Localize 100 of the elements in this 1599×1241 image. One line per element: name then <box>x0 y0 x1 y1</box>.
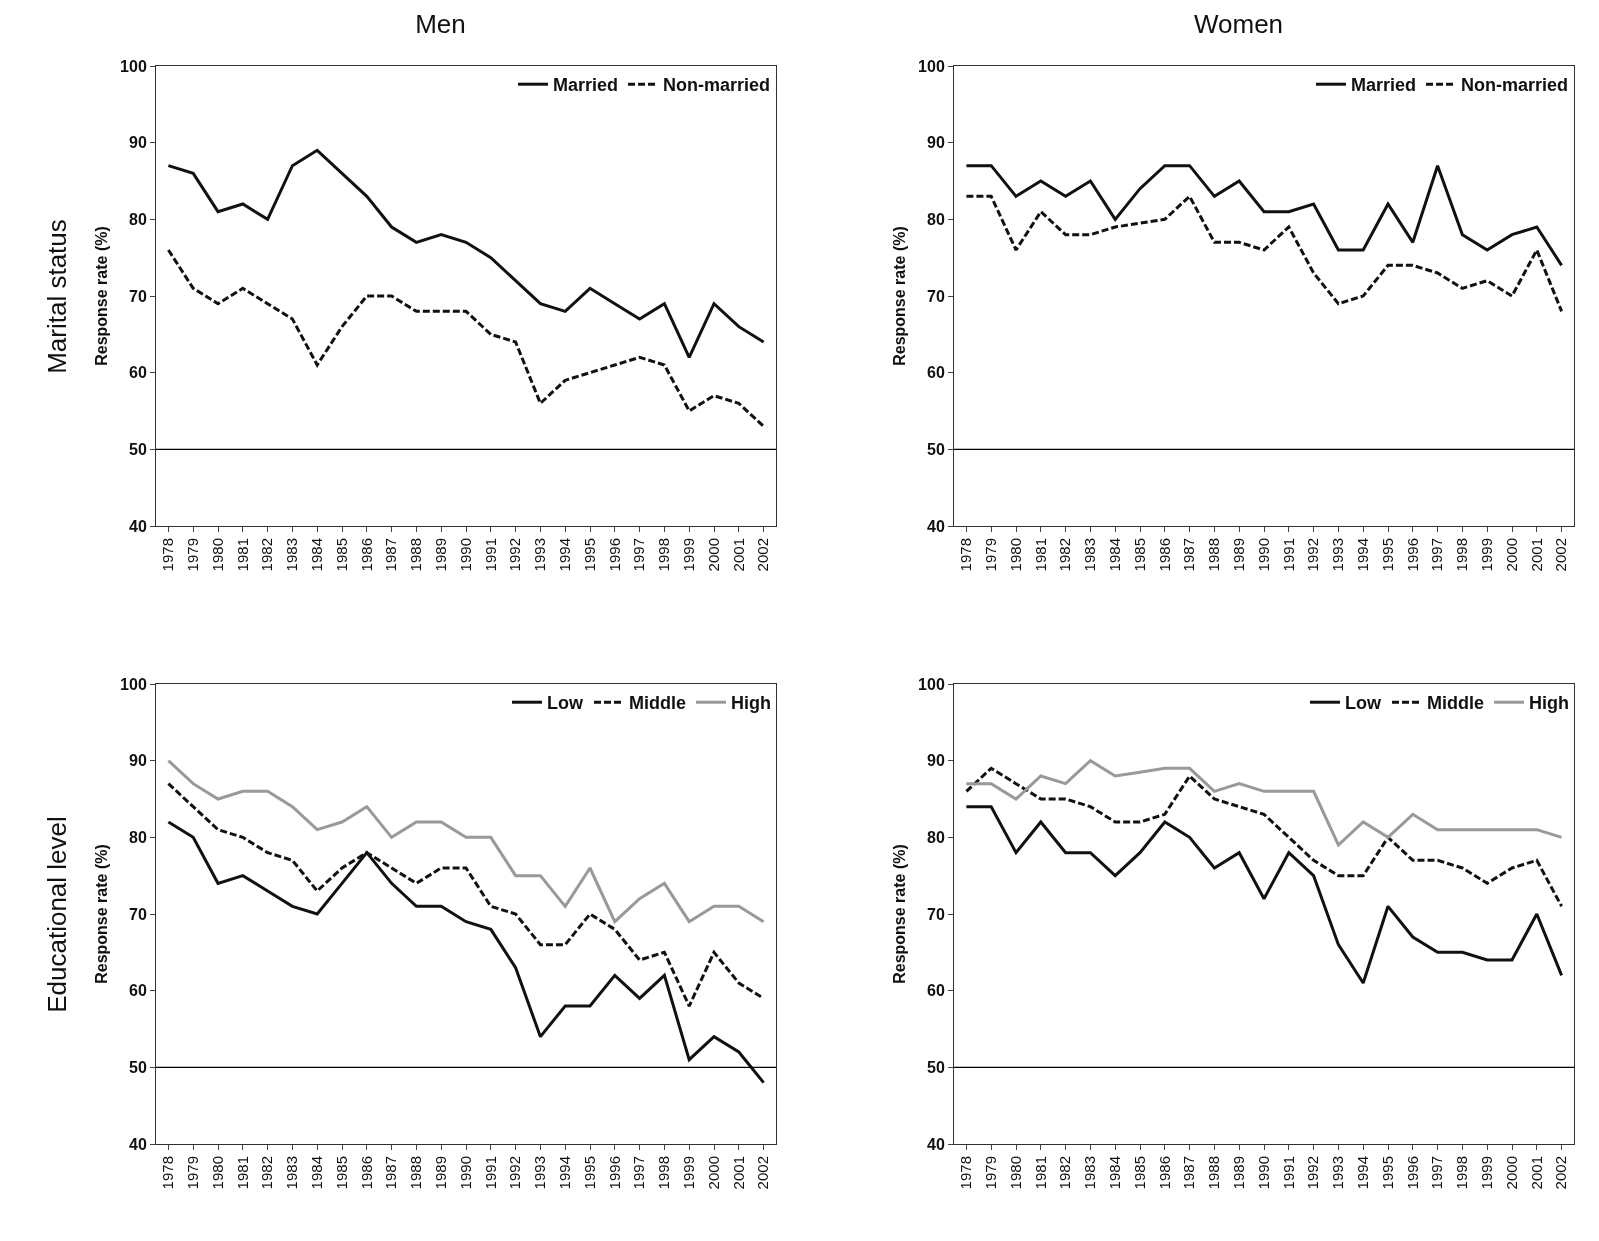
y-tick-label: 50 <box>129 440 147 458</box>
x-tick-label: 1980 <box>1006 1156 1024 1190</box>
x-tick-label: 1992 <box>506 1156 524 1190</box>
x-tick-label: 1989 <box>1230 1156 1248 1190</box>
legend-label: High <box>730 693 771 714</box>
x-tick-label: 2002 <box>754 538 772 572</box>
y-tick-label: 100 <box>120 675 147 693</box>
y-tick-label: 70 <box>927 905 945 923</box>
y-axis-title: Response rate (%) <box>891 226 908 366</box>
x-tick-label: 2000 <box>704 1156 722 1190</box>
y-tick-label: 90 <box>927 134 945 152</box>
y-tick-label: 100 <box>120 57 147 75</box>
x-tick-label: 1996 <box>1403 1156 1421 1190</box>
x-tick-label: 1984 <box>308 538 326 572</box>
x-tick-label: 1988 <box>1205 1156 1223 1190</box>
x-tick-label: 1997 <box>630 538 648 572</box>
x-tick-label: 1981 <box>233 1156 251 1190</box>
y-tick-label: 60 <box>129 364 147 382</box>
x-tick-label: 1979 <box>184 538 202 572</box>
x-tick-label: 1998 <box>655 538 673 572</box>
x-tick-label: 1988 <box>407 538 425 572</box>
x-tick-label: 1990 <box>456 538 474 572</box>
legend-label: Non-married <box>1461 75 1569 96</box>
x-tick-label: 1995 <box>1378 538 1396 572</box>
x-tick-label: 1987 <box>382 538 400 572</box>
x-tick-label: 1982 <box>1056 1156 1074 1190</box>
y-tick-label: 60 <box>129 982 147 1000</box>
y-tick-label: 50 <box>927 440 945 458</box>
line-series <box>166 148 766 359</box>
x-tick-label: 1988 <box>407 1156 425 1190</box>
y-tick-label: 80 <box>129 210 147 228</box>
x-tick-label: 1979 <box>982 538 1000 572</box>
y-tick-label: 80 <box>927 210 945 228</box>
x-tick-label: 1982 <box>258 1156 276 1190</box>
x-tick-label: 1990 <box>1254 1156 1272 1190</box>
y-tick-label: 90 <box>129 134 147 152</box>
x-tick-label: 2001 <box>1527 1156 1545 1190</box>
x-tick-label: 1999 <box>680 538 698 572</box>
x-tick-label: 1997 <box>1428 538 1446 572</box>
x-tick-label: 1993 <box>531 538 549 572</box>
x-tick-label: 1985 <box>1130 538 1148 572</box>
line-series <box>964 759 1564 847</box>
x-tick-label: 1991 <box>1279 538 1297 572</box>
y-tick-label: 80 <box>927 828 945 846</box>
y-axis-title: Response rate (%) <box>93 226 110 366</box>
legend-label: Middle <box>628 693 686 714</box>
y-tick-label: 40 <box>927 1135 945 1153</box>
y-tick-label: 90 <box>927 752 945 770</box>
x-tick-label: 1990 <box>1254 538 1272 572</box>
x-tick-label: 2002 <box>1552 1156 1570 1190</box>
legend-label: Low <box>547 693 584 714</box>
x-tick-label: 1992 <box>1304 538 1322 572</box>
y-tick-label: 70 <box>129 287 147 305</box>
y-tick-label: 50 <box>129 1058 147 1076</box>
line-series <box>964 766 1564 908</box>
y-axis-title: Response rate (%) <box>891 844 908 984</box>
x-tick-label: 2000 <box>704 538 722 572</box>
x-tick-label: 1981 <box>1031 538 1049 572</box>
x-tick-label: 1985 <box>332 1156 350 1190</box>
y-tick-label: 70 <box>927 287 945 305</box>
legend-label: Non-married <box>663 75 771 96</box>
y-tick-label: 40 <box>129 517 147 535</box>
x-tick-label: 2001 <box>729 1156 747 1190</box>
y-tick-label: 100 <box>918 57 945 75</box>
x-tick-label: 1984 <box>1106 538 1124 572</box>
x-tick-label: 1985 <box>332 538 350 572</box>
y-tick-label: 60 <box>927 364 945 382</box>
x-tick-label: 2002 <box>1552 538 1570 572</box>
x-tick-label: 1987 <box>382 1156 400 1190</box>
x-tick-label: 1987 <box>1180 1156 1198 1190</box>
x-tick-label: 1986 <box>357 1156 375 1190</box>
x-tick-label: 1984 <box>1106 1156 1124 1190</box>
x-tick-label: 1989 <box>1230 538 1248 572</box>
line-series <box>964 164 1564 267</box>
x-tick-label: 1999 <box>680 1156 698 1190</box>
x-tick-label: 1978 <box>159 538 177 572</box>
y-tick-label: 80 <box>129 828 147 846</box>
x-tick-label: 1996 <box>1403 538 1421 572</box>
line-series <box>964 194 1564 313</box>
x-tick-label: 1983 <box>283 1156 301 1190</box>
x-tick-label: 1982 <box>1056 538 1074 572</box>
x-tick-label: 1983 <box>1081 1156 1099 1190</box>
x-tick-label: 1988 <box>1205 538 1223 572</box>
x-tick-label: 1999 <box>1478 1156 1496 1190</box>
x-tick-label: 1994 <box>1354 1156 1372 1190</box>
text: Educational level <box>41 816 72 1013</box>
legend-label: Middle <box>1426 693 1484 714</box>
x-tick-label: 1992 <box>506 538 524 572</box>
x-tick-label: 1995 <box>580 1156 598 1190</box>
x-tick-label: 2000 <box>1502 1156 1520 1190</box>
x-tick-label: 1992 <box>1304 1156 1322 1190</box>
x-tick-label: 1990 <box>456 1156 474 1190</box>
y-tick-label: 100 <box>918 675 945 693</box>
chart-title: Men <box>415 9 466 40</box>
x-tick-label: 1997 <box>630 1156 648 1190</box>
text: Marital status <box>41 219 72 374</box>
x-tick-label: 1998 <box>655 1156 673 1190</box>
x-tick-label: 1994 <box>556 538 574 572</box>
y-tick-label: 40 <box>129 1135 147 1153</box>
y-tick-label: 40 <box>927 517 945 535</box>
